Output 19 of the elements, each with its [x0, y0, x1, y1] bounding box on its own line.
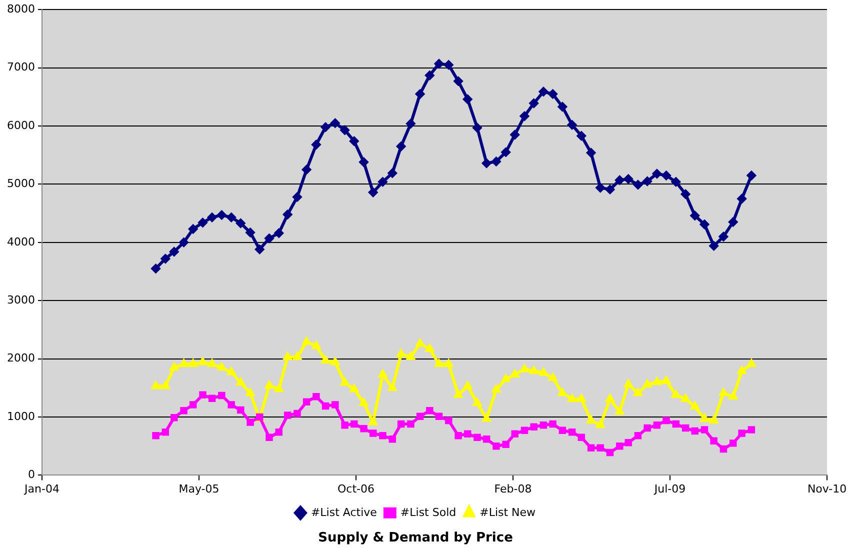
- x-tick-label: Jul-09: [653, 482, 686, 496]
- y-tick-label: 4000: [6, 235, 35, 248]
- x-tick-label: Oct-06: [337, 482, 374, 496]
- x-tick-label: Feb-08: [494, 482, 532, 496]
- legend-label: #List Active: [310, 506, 378, 519]
- y-tick-label: 8000: [6, 2, 35, 16]
- legend-label: #List Sold: [400, 506, 456, 519]
- x-tick-label: Nov-10: [807, 482, 847, 496]
- y-tick-label: 7000: [6, 60, 35, 74]
- legend-label: #List New: [480, 506, 536, 519]
- y-tick-label: 1000: [6, 410, 35, 423]
- x-tick-label: May-05: [178, 482, 220, 496]
- y-tick-label: 0: [28, 468, 35, 482]
- y-tick-label: 6000: [6, 118, 35, 132]
- text: Supply & Demand by Price: [318, 530, 514, 546]
- y-tick-label: 3000: [6, 293, 35, 306]
- y-tick-label: 2000: [6, 352, 35, 365]
- x-tick-label: Jan-04: [24, 482, 60, 496]
- y-tick-label: 5000: [6, 177, 35, 190]
